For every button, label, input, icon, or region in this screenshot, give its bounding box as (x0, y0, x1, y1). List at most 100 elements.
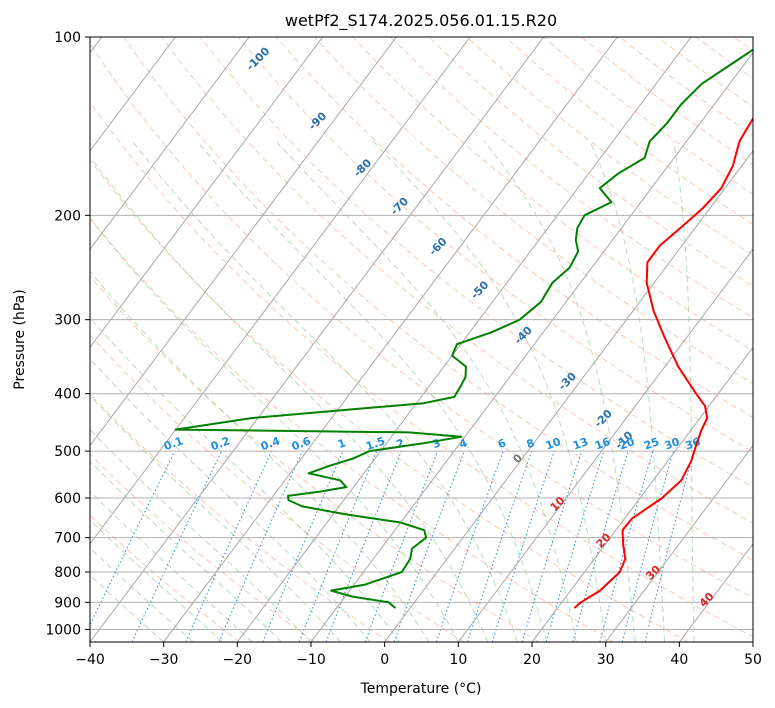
isotherm-line (605, 444, 753, 642)
moist-adiabat-line (90, 460, 282, 642)
dry-adiabat-line (390, 37, 753, 319)
mixing-ratio-label: 2 (394, 436, 406, 451)
y-tick-label: 700 (54, 531, 81, 547)
dry-adiabat-line (657, 37, 753, 108)
y-tick-label: 900 (54, 595, 81, 611)
dry-adiabat-line (161, 37, 753, 524)
isopleth-labels: 010203040-100-90-80-70-60-50-40-30-20-10… (162, 44, 717, 609)
dry-adiabat-line (90, 334, 465, 642)
x-tick-label: 30 (597, 652, 615, 668)
mixing-ratio-line (521, 450, 583, 642)
dry-adiabat-label: -50 (468, 278, 491, 301)
dry-adiabat-line (733, 37, 753, 52)
moist-adiabat-line (90, 490, 253, 642)
axis-ticks: −40 −30 −20 −10 0 10 20 30 40 5010009008007006005… (45, 30, 762, 668)
isotherm-line (678, 542, 753, 642)
x-tick-label: 10 (449, 652, 467, 668)
moist-adiabat-line (673, 141, 695, 642)
moist-adiabat-line (132, 140, 518, 642)
x-tick-label: 50 (744, 652, 762, 668)
mixing-ratio-line (621, 450, 674, 642)
isotherm-line (163, 37, 618, 642)
x-tick-label: −20 (223, 652, 253, 668)
dry-adiabat-label: -40 (512, 324, 535, 347)
mixing-ratio-label: 30 (663, 435, 682, 453)
mixing-ratio-label: 25 (642, 435, 661, 452)
moist-adiabat-line (90, 519, 223, 642)
dry-adiabat-line (90, 514, 241, 642)
mixing-ratio-label: 0.4 (259, 434, 282, 453)
x-axis-title: Temperature (°C) (360, 681, 482, 697)
mixing-ratio-line (467, 450, 533, 642)
dry-adiabat-line (581, 37, 753, 166)
isotherm-label: 0 (510, 451, 525, 466)
profile-series (174, 48, 753, 609)
isotherm-line (384, 150, 753, 642)
moist-adiabat-line (372, 140, 607, 642)
dry-adiabat-line (90, 393, 390, 642)
x-tick-label: −10 (296, 652, 326, 668)
temperature-line (573, 116, 753, 609)
plot-frame (89, 36, 754, 643)
mixing-ratio-label: 1 (336, 436, 348, 451)
dry-adiabat-label: -100 (244, 44, 273, 73)
isotherm-line (457, 248, 753, 642)
dry-adiabat-label: -90 (306, 109, 329, 132)
isotherm-line (531, 346, 753, 642)
x-tick-label: −30 (149, 652, 179, 668)
dewpoint-line (174, 48, 753, 609)
mixing-ratio-label: 0.1 (162, 434, 185, 453)
dry-adiabat-line (123, 37, 753, 561)
mixing-ratio-line (325, 450, 402, 642)
isotherm-line (236, 37, 692, 642)
y-axis-title: Pressure (hPa) (12, 289, 28, 389)
mixing-ratio-line (644, 450, 695, 642)
mixing-ratio-line (572, 450, 629, 642)
mixing-ratio-label: 16 (593, 435, 612, 453)
isotherm-line (90, 37, 545, 642)
dry-adiabat-line (90, 217, 614, 642)
mixing-ratio-label: 4 (457, 436, 469, 451)
dry-adiabat-line (352, 37, 753, 352)
moist-adiabat-line (90, 547, 194, 642)
mixing-ratio-line (218, 450, 303, 642)
isotherm-line (752, 641, 753, 642)
dry-adiabat-line (90, 275, 540, 642)
chart-title: wetPf2_S174.2025.056.01.15.R20 (285, 11, 557, 31)
y-tick-label: 600 (54, 491, 81, 507)
x-tick-label: 0 (380, 652, 389, 668)
mixing-ratio-line (599, 450, 654, 642)
dry-adiabat-label: -20 (592, 407, 615, 430)
mixing-ratio-label: 13 (571, 435, 590, 452)
background-lines (90, 37, 753, 642)
moist-adiabat-line (196, 140, 548, 642)
mixing-ratio-line (364, 450, 439, 642)
mixing-ratio-line (491, 450, 555, 642)
x-tick-label: −40 (75, 652, 105, 668)
mixing-ratio-label: 0.6 (290, 434, 313, 453)
grid-lines (90, 37, 753, 642)
isotherm-line (310, 51, 753, 642)
dry-adiabat-line (313, 37, 753, 385)
isotherm-label: 40 (697, 590, 717, 610)
isotherm-label: 10 (548, 494, 568, 514)
dry-adiabat-label: -80 (351, 156, 374, 179)
mixing-ratio-line (90, 450, 176, 626)
mixing-ratio-line (435, 450, 504, 642)
mixing-ratio-label: 10 (544, 435, 563, 453)
y-tick-label: 1000 (45, 622, 81, 638)
isotherm-line (90, 37, 250, 250)
x-tick-label: 40 (670, 652, 688, 668)
y-tick-label: 200 (54, 208, 81, 224)
dry-adiabat-line (504, 37, 753, 226)
y-tick-label: 300 (54, 313, 81, 329)
dry-adiabat-line (90, 453, 315, 642)
mixing-ratio-line (298, 450, 378, 642)
dry-adiabat-line (90, 159, 689, 642)
mixing-ratio-label: 6 (496, 436, 508, 451)
mixing-ratio-line (393, 450, 465, 642)
mixing-ratio-label: 20 (618, 435, 637, 453)
mixing-ratio-line (131, 450, 223, 642)
dry-adiabat-label: -60 (426, 235, 449, 258)
